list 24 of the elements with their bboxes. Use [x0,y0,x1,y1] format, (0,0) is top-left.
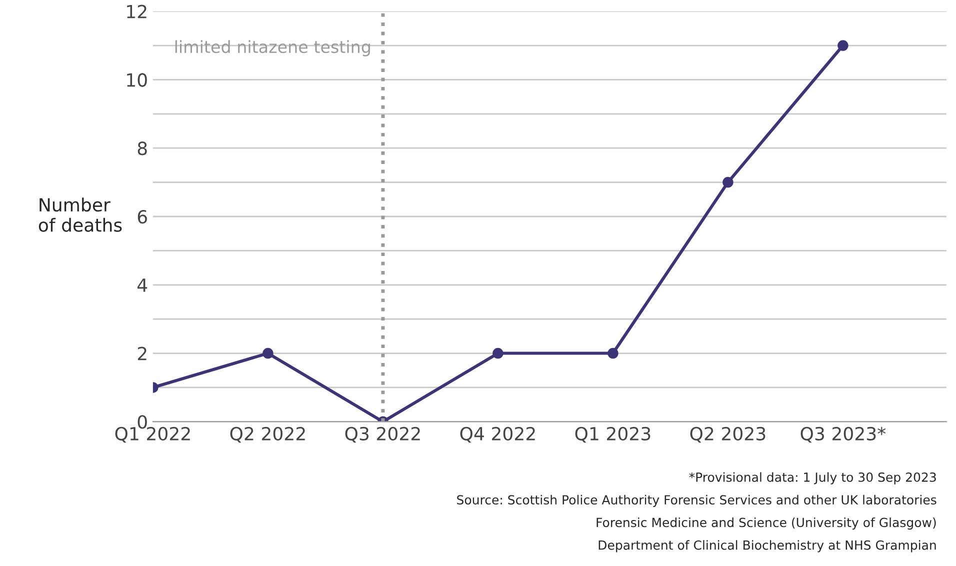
x-tick-label: Q1 2023 [575,426,650,443]
x-tick-label: Q2 2023 [690,426,766,443]
source-note: Source: Scottish Police Authority Forensic Services and other UK laboratories [457,494,936,507]
y-tick-label: 8 [138,142,147,156]
y-tick-label: 12 [127,4,146,18]
x-tick-label: Q2 2022 [230,426,305,443]
point [722,176,734,188]
point [838,40,848,51]
y-tick-label: 6 [138,210,147,224]
y-tick-label: 4 [137,278,148,292]
y-tick-label: 2 [138,346,146,360]
x-tick-label: Q3 2022 [345,426,420,443]
x-tick-label: Q3 2023* [800,426,886,443]
ref-line-label: limited nitazene testing [175,40,370,56]
text: Department of Clinical Biochemistry at NHS Grampian [598,540,936,552]
text: *Provisional data: 1 July to 30 Sep 2023 [689,472,936,484]
y-tick-label: 0 [138,415,147,429]
x-tick-label: Q4 2022 [460,426,535,443]
text: Forensic Medicine and Science (University of Glasgow) [596,518,936,530]
point [492,348,504,359]
point [262,348,274,359]
y-tick-label: 10 [127,73,147,87]
point [608,348,618,359]
y-axis-title: Number of deaths [38,198,122,232]
